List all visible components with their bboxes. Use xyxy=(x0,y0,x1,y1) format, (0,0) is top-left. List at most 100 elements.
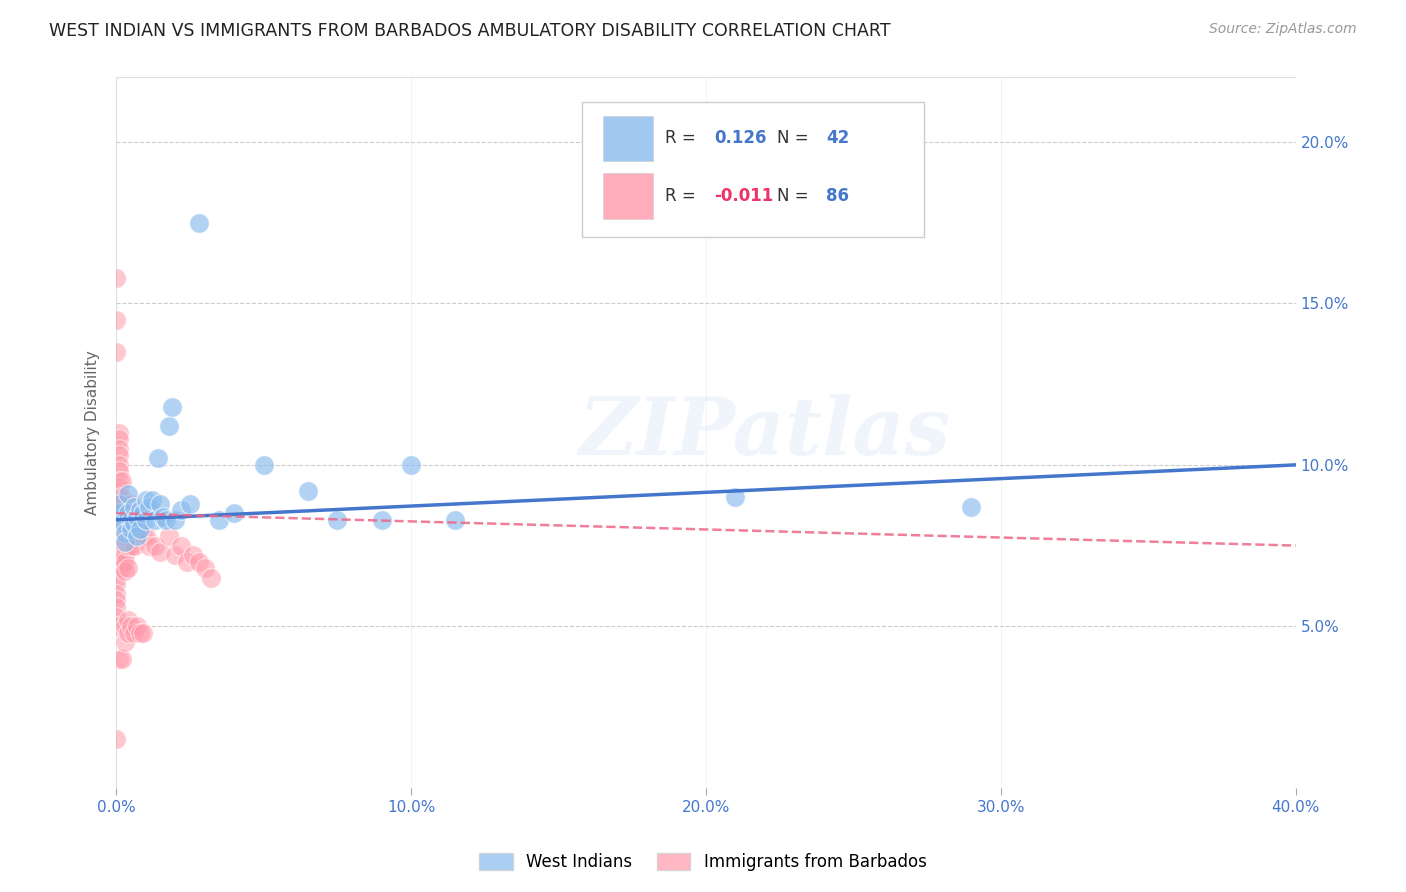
Point xyxy=(120,513,142,527)
Point xyxy=(120,619,142,633)
Point xyxy=(117,487,139,501)
Text: 0.126: 0.126 xyxy=(714,129,766,147)
Point xyxy=(170,539,193,553)
Point xyxy=(114,525,136,540)
Point xyxy=(128,625,150,640)
Point xyxy=(108,474,131,488)
Point xyxy=(111,490,134,504)
Point xyxy=(143,539,166,553)
Point xyxy=(122,500,145,514)
Point xyxy=(105,571,128,585)
Point xyxy=(108,432,131,446)
Point xyxy=(105,577,128,591)
Point xyxy=(122,539,145,553)
Point xyxy=(149,497,172,511)
Point xyxy=(108,529,131,543)
Point xyxy=(125,516,148,530)
Point xyxy=(108,651,131,665)
Point xyxy=(105,555,128,569)
Point xyxy=(326,513,349,527)
Point xyxy=(117,613,139,627)
Point xyxy=(122,516,145,530)
Point xyxy=(152,509,174,524)
Point xyxy=(187,555,209,569)
Point xyxy=(105,270,128,285)
Text: N =: N = xyxy=(776,129,814,147)
Point xyxy=(105,344,128,359)
Point xyxy=(105,529,128,543)
Point xyxy=(181,549,204,563)
Point xyxy=(135,493,157,508)
Point xyxy=(108,506,131,520)
Point xyxy=(105,587,128,601)
Point xyxy=(108,497,131,511)
Point xyxy=(111,561,134,575)
Point xyxy=(132,625,155,640)
FancyBboxPatch shape xyxy=(582,103,924,237)
Point xyxy=(179,497,201,511)
Point xyxy=(105,513,128,527)
Point xyxy=(125,529,148,543)
Point xyxy=(105,541,128,556)
Point xyxy=(399,458,422,472)
Point xyxy=(105,516,128,530)
Point xyxy=(120,506,142,520)
Point xyxy=(128,523,150,537)
Point xyxy=(105,732,128,747)
Point xyxy=(108,523,131,537)
Point xyxy=(297,483,319,498)
Point xyxy=(162,400,184,414)
Point xyxy=(187,216,209,230)
Point xyxy=(135,513,157,527)
Point xyxy=(155,513,177,527)
Point xyxy=(120,497,142,511)
Text: WEST INDIAN VS IMMIGRANTS FROM BARBADOS AMBULATORY DISABILITY CORRELATION CHART: WEST INDIAN VS IMMIGRANTS FROM BARBADOS … xyxy=(49,22,891,40)
Text: R =: R = xyxy=(665,129,700,147)
Point xyxy=(224,506,246,520)
Point xyxy=(114,516,136,530)
Point xyxy=(128,503,150,517)
Point xyxy=(108,425,131,440)
Point xyxy=(105,599,128,614)
Point xyxy=(108,458,131,472)
Point xyxy=(114,555,136,569)
FancyBboxPatch shape xyxy=(603,115,652,161)
Point xyxy=(117,523,139,537)
Point xyxy=(108,497,131,511)
Point xyxy=(108,481,131,495)
Point xyxy=(141,493,163,508)
Text: ZIPatlas: ZIPatlas xyxy=(579,394,950,471)
Point xyxy=(114,619,136,633)
Point xyxy=(117,539,139,553)
Point xyxy=(157,419,180,434)
Point xyxy=(444,513,467,527)
Point xyxy=(132,506,155,520)
Point xyxy=(117,506,139,520)
Point xyxy=(108,448,131,462)
Point xyxy=(960,500,983,514)
Point xyxy=(105,506,128,520)
Point xyxy=(111,529,134,543)
FancyBboxPatch shape xyxy=(603,173,652,219)
Point xyxy=(111,545,134,559)
Point xyxy=(108,464,131,478)
Point xyxy=(132,529,155,543)
Point xyxy=(122,523,145,537)
Point xyxy=(105,535,128,549)
Point xyxy=(105,561,128,575)
Point xyxy=(108,513,131,527)
Point xyxy=(176,555,198,569)
Point xyxy=(120,523,142,537)
Point xyxy=(114,549,136,563)
Point xyxy=(105,593,128,607)
Point xyxy=(117,625,139,640)
Point xyxy=(143,513,166,527)
Point xyxy=(105,312,128,326)
Point xyxy=(111,506,134,520)
Point xyxy=(108,490,131,504)
Point xyxy=(128,523,150,537)
Point xyxy=(114,539,136,553)
Point xyxy=(108,442,131,456)
Point xyxy=(200,571,222,585)
Point xyxy=(370,513,392,527)
